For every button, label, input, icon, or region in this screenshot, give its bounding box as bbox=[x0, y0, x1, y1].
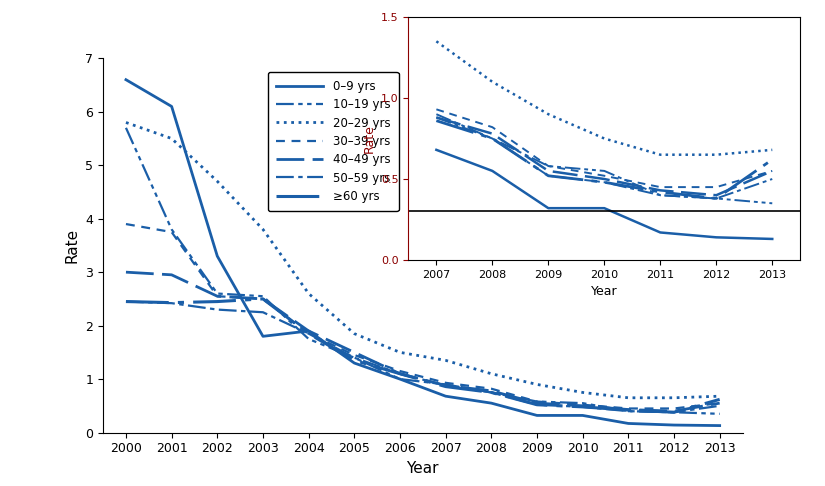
Y-axis label: Rate: Rate bbox=[65, 228, 80, 263]
Legend: 0–9 yrs, 10–19 yrs, 20–29 yrs, 30–39 yrs, 40–49 yrs, 50–59 yrs, ≥60 yrs: 0–9 yrs, 10–19 yrs, 20–29 yrs, 30–39 yrs… bbox=[268, 72, 398, 211]
X-axis label: Year: Year bbox=[591, 285, 618, 298]
Y-axis label: Rate: Rate bbox=[362, 124, 375, 153]
X-axis label: Year: Year bbox=[407, 461, 439, 476]
